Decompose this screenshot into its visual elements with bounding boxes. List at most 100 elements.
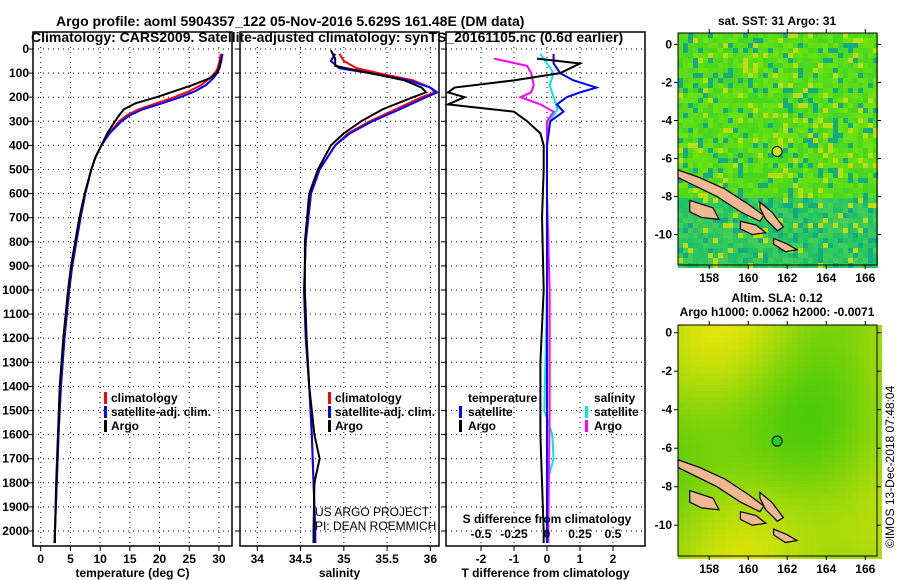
map-cell: [798, 243, 803, 248]
map-cell: [708, 43, 713, 48]
map-cell: [846, 505, 852, 511]
map-cell: [786, 475, 792, 481]
map-cell: [693, 123, 698, 128]
map-cell: [763, 73, 768, 78]
map-cell: [732, 415, 738, 421]
island: [739, 510, 768, 526]
map-cell: [846, 469, 852, 475]
map-cell: [848, 183, 853, 188]
map-cell: [774, 499, 780, 505]
map-cell: [852, 331, 858, 337]
map-cell: [768, 427, 774, 433]
map-cell: [723, 58, 728, 63]
map-cell: [858, 83, 863, 88]
map-cell: [843, 223, 848, 228]
map-cell: [834, 517, 840, 523]
map-cell: [780, 415, 786, 421]
map-cell: [702, 451, 708, 457]
map-cell: [732, 433, 738, 439]
map-cell: [743, 213, 748, 218]
map-cell: [748, 238, 753, 243]
map-cell: [774, 475, 780, 481]
map-cell: [713, 238, 718, 243]
map-cell: [793, 118, 798, 123]
map-cell: [763, 58, 768, 63]
map-cell: [713, 128, 718, 133]
legend-label: satellite-adj. clim.: [335, 405, 435, 419]
map-cell: [684, 505, 690, 511]
map-cell: [708, 128, 713, 133]
map-cell: [743, 158, 748, 163]
map-cell: [788, 253, 793, 258]
map-cell: [713, 78, 718, 83]
map-cell: [780, 439, 786, 445]
map-cell: [763, 178, 768, 183]
map-cell: [684, 349, 690, 355]
map-cell: [698, 113, 703, 118]
map-cell: [863, 178, 868, 183]
map-cell: [703, 88, 708, 93]
map-cell: [804, 427, 810, 433]
map-cell: [810, 433, 816, 439]
map-cell: [853, 238, 858, 243]
map-cell: [703, 103, 708, 108]
map-cell: [868, 203, 873, 208]
map-cell: [858, 223, 863, 228]
map-cell: [876, 517, 882, 523]
map-cell: [853, 183, 858, 188]
map-cell: [743, 218, 748, 223]
map-cell: [678, 78, 683, 83]
map-cell: [834, 541, 840, 547]
map-cell: [698, 48, 703, 53]
map-cell: [748, 78, 753, 83]
map-cell: [780, 457, 786, 463]
map-cell: [873, 223, 878, 228]
map-cell: [798, 98, 803, 103]
map-cell: [690, 439, 696, 445]
map-cell: [876, 361, 882, 367]
map-cell: [843, 138, 848, 143]
map-cell: [738, 367, 744, 373]
map-cell: [813, 38, 818, 43]
map-cell: [793, 148, 798, 153]
map-cell: [808, 73, 813, 78]
map-cell: [876, 457, 882, 463]
map-cell: [810, 415, 816, 421]
map-cell: [823, 58, 828, 63]
map-cell: [702, 385, 708, 391]
map-cell: [848, 128, 853, 133]
map-cell: [684, 343, 690, 349]
map-cell: [723, 73, 728, 78]
map-cell: [803, 58, 808, 63]
map-cell: [714, 451, 720, 457]
map-cell: [858, 481, 864, 487]
map-cell: [858, 253, 863, 258]
map-cell: [792, 457, 798, 463]
map-cell: [728, 108, 733, 113]
map-cell: [728, 68, 733, 73]
map-cell: [853, 188, 858, 193]
map-cell: [818, 133, 823, 138]
map-cell: [678, 253, 683, 258]
map-cell: [698, 133, 703, 138]
map-cell: [788, 158, 793, 163]
map-cell: [720, 535, 726, 541]
map-cell: [708, 118, 713, 123]
map-cell: [818, 68, 823, 73]
map-cell: [833, 168, 838, 173]
map-cell: [810, 391, 816, 397]
map-cell: [698, 118, 703, 123]
map-cell: [843, 233, 848, 238]
map-cell: [858, 108, 863, 113]
map-cell: [783, 38, 788, 43]
map-cell: [858, 415, 864, 421]
map-cell: [738, 439, 744, 445]
map-cell: [738, 415, 744, 421]
map-cell: [863, 218, 868, 223]
map-cell: [864, 523, 870, 529]
map-cell: [753, 43, 758, 48]
map-cell: [708, 451, 714, 457]
map-cell: [792, 529, 798, 535]
map-cell: [780, 373, 786, 379]
map-cell: [876, 355, 882, 361]
